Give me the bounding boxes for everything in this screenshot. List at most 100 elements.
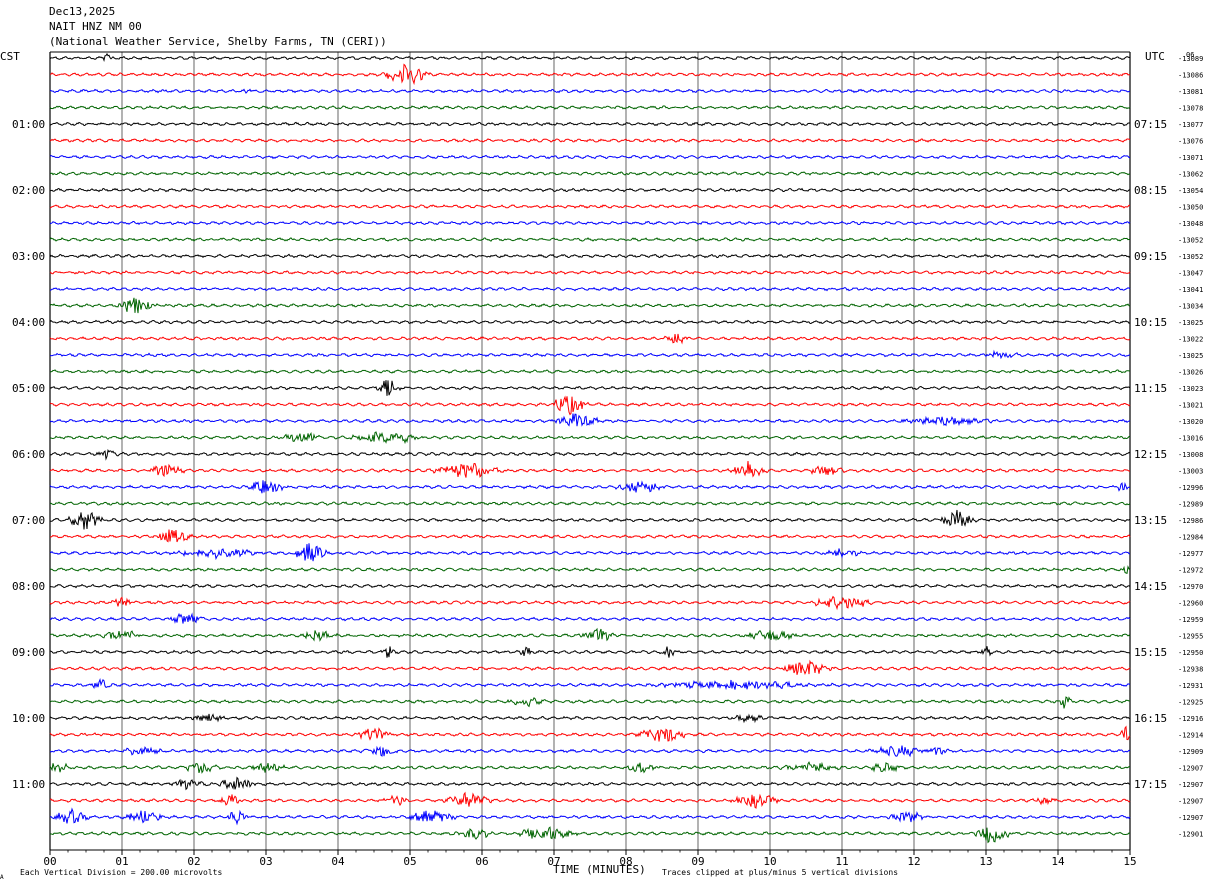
trace-7 [49,171,1131,176]
trace-value-label: -12914 [1178,732,1203,740]
trace-39 [49,696,1131,709]
trace-24 [49,448,1131,461]
trace-value-label: -12907 [1178,814,1203,822]
x-tick-label-14: 14 [1051,855,1065,868]
trace-value-label: -13022 [1178,336,1203,344]
trace-40 [49,713,1131,724]
trace-5 [49,138,1131,143]
trace-46 [49,807,1131,826]
trace-26 [49,480,1131,494]
left-hour-label: 05:00 [12,382,45,395]
x-tick-label-11: 11 [835,855,848,868]
trace-10 [49,220,1131,226]
right-hour-label: 10:15 [1134,316,1167,329]
trace-value-label: -12960 [1178,600,1203,608]
trace-value-label: -13050 [1178,204,1203,212]
station-label: NAIT HNZ NM 00 [49,20,142,33]
right-hour-label: 07:15 [1134,118,1167,131]
trace-23 [49,431,1131,445]
trace-42 [49,745,1131,758]
trace-35 [49,627,1131,642]
trace-3 [49,105,1131,110]
corner-mark: 06 [1186,51,1194,59]
trace-14 [49,286,1131,292]
trace-value-label: -13021 [1178,402,1203,410]
trace-6 [49,154,1131,160]
trace-value-label: -13041 [1178,286,1203,294]
trace-19 [49,369,1131,374]
x-axis-title: TIME (MINUTES) [553,863,646,876]
left-hour-label: 06:00 [12,448,45,461]
trace-0 [49,52,1131,63]
left-hour-label: 01:00 [12,118,45,131]
trace-value-labels: -13089 -13086 -13081 -13078 -13077 -13076 -130… [1178,55,1203,839]
trace-value-label: -12907 [1178,798,1203,806]
trace-value-label: -12996 [1178,484,1203,492]
trace-value-label: -12909 [1178,748,1203,756]
right-hour-label: 13:15 [1134,514,1167,527]
trace-value-label: -13071 [1178,154,1203,162]
x-tick-label-12: 12 [907,855,920,868]
corner-glyph: A [0,874,4,881]
trace-1 [49,63,1131,86]
trace-30 [49,543,1131,562]
minute-grid [49,51,1131,851]
trace-33 [49,595,1131,611]
x-tick-label-00: 00 [43,855,56,868]
trace-value-label: -12972 [1178,567,1203,575]
left-hour-label: 11:00 [12,778,45,791]
trace-41 [49,725,1131,742]
left-hour-label: 09:00 [12,646,45,659]
left-hour-labels: 01:00 02:00 03:00 04:00 05:00 06:00 07:00 08:00… [12,118,45,791]
trace-value-label: -12938 [1178,666,1203,674]
left-hour-label: 03:00 [12,250,45,263]
trace-43 [49,761,1131,774]
trace-36 [49,646,1131,658]
right-hour-labels: 07:15 08:15 09:15 10:15 11:15 12:15 13:15 14:15… [1134,118,1167,791]
right-hour-label: 15:15 [1134,646,1167,659]
trace-32 [49,583,1131,589]
trace-37 [49,659,1131,675]
x-axis: 00 01 02 03 04 05 06 07 08 09 10 11 12 13 14 15 [43,850,1137,868]
trace-value-label: -13052 [1178,253,1203,261]
trace-value-label: -13077 [1178,121,1203,129]
trace-value-label: -12916 [1178,715,1203,723]
trace-4 [49,121,1131,127]
trace-value-label: -13034 [1178,303,1203,311]
trace-22 [49,413,1131,427]
x-tick-label-03: 03 [259,855,272,868]
trace-value-label: -12955 [1178,633,1203,641]
trace-13 [49,270,1131,275]
trace-9 [49,204,1131,209]
trace-value-label: -13020 [1178,418,1203,426]
trace-value-label: -13047 [1178,270,1203,278]
right-timezone-label: UTC [1145,50,1165,63]
x-tick-label-02: 02 [187,855,200,868]
trace-value-label: -12986 [1178,517,1203,525]
trace-value-label: -13025 [1178,352,1203,360]
trace-38 [49,677,1131,691]
trace-29 [49,529,1131,543]
trace-20 [49,380,1131,396]
trace-28 [49,509,1131,530]
right-hour-label: 11:15 [1134,382,1167,395]
x-tick-label-05: 05 [403,855,416,868]
clip-note: Traces clipped at plus/minus 5 vertical … [662,868,898,877]
trace-value-label: -12984 [1178,534,1203,542]
trace-value-label: -13048 [1178,220,1203,228]
trace-value-label: -12989 [1178,501,1203,509]
trace-value-label: -13081 [1178,88,1203,96]
right-hour-label: 17:15 [1134,778,1167,791]
x-tick-label-13: 13 [979,855,992,868]
trace-value-label: -13078 [1178,105,1203,113]
left-timezone-label: CST [0,50,20,63]
left-hour-label: 10:00 [12,712,45,725]
trace-value-label: -13003 [1178,468,1203,476]
left-hour-label: 07:00 [12,514,45,527]
trace-value-label: -12970 [1178,583,1203,591]
scale-note: Each Vertical Division = 200.00 microvol… [20,868,222,877]
trace-17 [49,333,1131,345]
trace-27 [49,501,1131,506]
right-hour-label: 14:15 [1134,580,1167,593]
trace-value-label: -12925 [1178,699,1203,707]
